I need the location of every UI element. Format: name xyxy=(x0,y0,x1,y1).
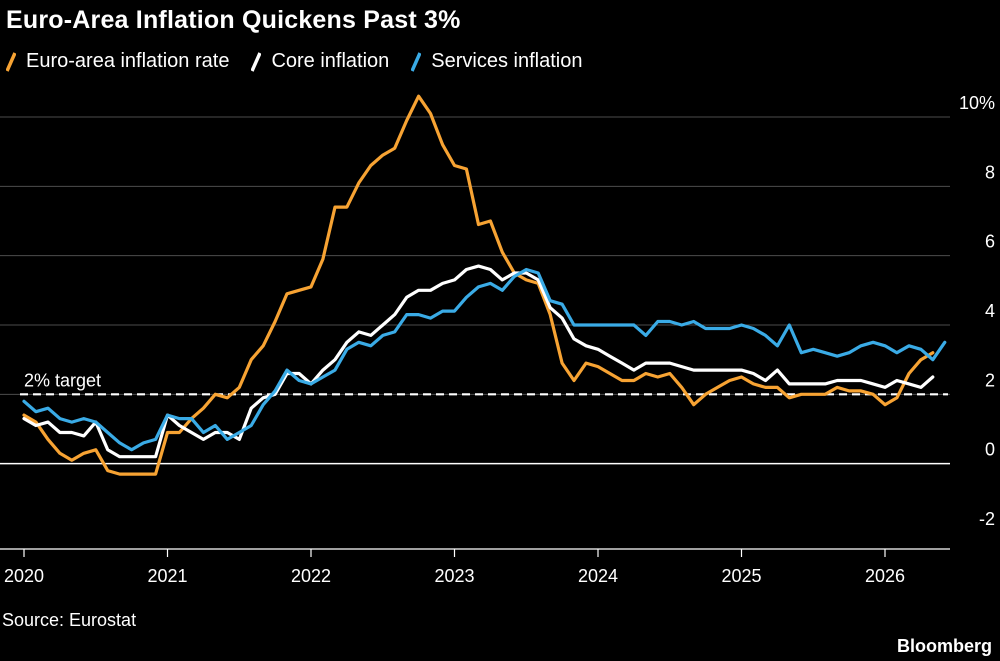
series-line-headline xyxy=(22,94,935,476)
bloomberg-logo: Bloomberg xyxy=(896,636,992,656)
legend-label-headline: Euro-area inflation rate xyxy=(26,50,230,72)
y-tick-label: 0 xyxy=(985,440,995,460)
legend-label-services: Services inflation xyxy=(431,50,583,72)
x-tick-label: 2023 xyxy=(434,566,474,586)
source-note: Source: Eurostat xyxy=(2,610,137,630)
y-tick-label: 6 xyxy=(985,232,995,252)
legend-item-headline: Euro-area inflation rate xyxy=(5,50,230,73)
legend: Euro-area inflation rate Core inflation … xyxy=(5,50,583,73)
x-tick-label: 2021 xyxy=(147,566,187,586)
x-tick-label: 2020 xyxy=(4,566,44,586)
legend-swatch-core xyxy=(250,51,263,73)
legend-swatch-services xyxy=(410,51,422,73)
series-line-services xyxy=(22,267,947,452)
x-tick-label: 2026 xyxy=(865,566,905,586)
series-line-core xyxy=(22,264,935,459)
legend-item-services: Services inflation xyxy=(410,50,583,73)
y-tick-label: -2 xyxy=(979,509,995,529)
y-tick-label: 2 xyxy=(985,370,995,390)
chart-title: Euro-Area Inflation Quickens Past 3% xyxy=(6,6,461,34)
x-tick-label: 2024 xyxy=(578,566,618,586)
target-label: 2% target xyxy=(24,370,101,390)
y-tick-label: 10% xyxy=(959,93,995,113)
legend-swatch-headline xyxy=(5,51,17,73)
legend-label-core: Core inflation xyxy=(271,50,390,72)
x-tick-label: 2022 xyxy=(291,566,331,586)
y-tick-label: 8 xyxy=(985,162,995,182)
x-tick-label: 2025 xyxy=(721,566,761,586)
y-tick-label: 4 xyxy=(985,301,995,321)
legend-item-core: Core inflation xyxy=(250,50,390,73)
